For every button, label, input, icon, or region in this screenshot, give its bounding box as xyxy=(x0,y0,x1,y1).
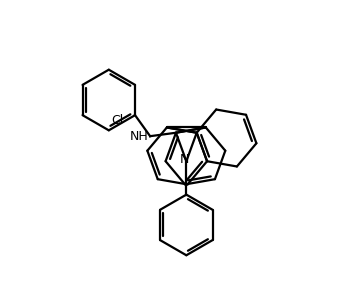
Text: NH: NH xyxy=(130,130,149,143)
Text: N: N xyxy=(180,153,189,166)
Text: Cl: Cl xyxy=(112,114,124,127)
